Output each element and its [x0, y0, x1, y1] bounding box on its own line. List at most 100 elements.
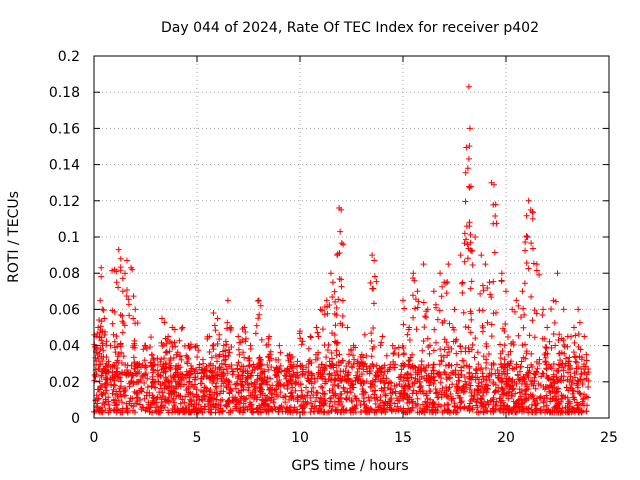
data-point: [146, 343, 153, 350]
data-point: [464, 241, 471, 248]
data-point: [566, 378, 573, 385]
data-point: [547, 376, 554, 383]
data-point: [149, 373, 156, 380]
data-point: [479, 328, 486, 335]
data-point: [468, 247, 475, 254]
data-point: [109, 320, 116, 327]
data-point: [553, 385, 560, 392]
data-point: [178, 371, 185, 378]
data-point: [528, 240, 535, 247]
data-point: [529, 363, 536, 370]
data-point: [413, 390, 420, 397]
data-point: [311, 375, 318, 382]
data-point: [235, 389, 242, 396]
data-point: [452, 409, 459, 416]
data-point: [206, 333, 213, 340]
data-point: [288, 378, 295, 385]
data-point: [135, 378, 142, 385]
data-point: [337, 394, 344, 401]
data-point: [328, 363, 335, 370]
data-point: [257, 302, 264, 309]
chart-title: Day 044 of 2024, Rate Of TEC Index for r…: [161, 20, 539, 36]
data-point: [441, 336, 448, 343]
data-point: [382, 408, 389, 415]
data-point: [146, 408, 153, 415]
data-point: [105, 409, 112, 416]
data-point: [129, 344, 136, 351]
data-point: [578, 356, 585, 363]
data-point: [306, 357, 313, 364]
data-point: [143, 392, 150, 399]
data-point: [123, 257, 130, 264]
data-point: [575, 306, 582, 313]
data-point: [210, 374, 217, 381]
data-point: [234, 380, 241, 387]
data-point: [308, 372, 315, 379]
data-point: [304, 392, 311, 399]
data-point: [490, 278, 497, 285]
data-point: [108, 381, 115, 388]
data-point: [446, 374, 453, 381]
data-point: [497, 399, 504, 406]
data-point: [167, 357, 174, 364]
data-point: [501, 328, 508, 335]
data-point: [222, 353, 229, 360]
data-point: [307, 394, 314, 401]
data-point: [466, 369, 473, 376]
data-point: [124, 409, 131, 416]
data-point: [99, 340, 106, 347]
data-point: [483, 356, 490, 363]
data-point: [125, 370, 132, 377]
data-point: [414, 288, 421, 295]
data-point: [250, 361, 257, 368]
data-point: [270, 399, 277, 406]
data-point: [463, 362, 470, 369]
data-point: [576, 407, 583, 414]
data-point: [575, 343, 582, 350]
y-tick-label: 0.2: [58, 49, 80, 65]
data-point: [198, 366, 205, 373]
data-point: [515, 376, 522, 383]
data-point: [465, 83, 472, 90]
data-point: [218, 375, 225, 382]
data-point: [494, 367, 501, 374]
data-point: [229, 397, 236, 404]
data-point: [422, 367, 429, 374]
data-point: [172, 404, 179, 411]
data-point: [277, 389, 284, 396]
data-point: [98, 318, 105, 325]
data-point: [249, 389, 256, 396]
data-point: [499, 386, 506, 393]
data-point: [439, 283, 446, 290]
data-point: [228, 344, 235, 351]
data-point: [432, 377, 439, 384]
data-point: [479, 373, 486, 380]
data-point: [430, 373, 437, 380]
data-point: [463, 144, 470, 151]
data-point: [148, 351, 155, 358]
data-point: [430, 381, 437, 388]
data-point: [246, 355, 253, 362]
data-point: [100, 400, 107, 407]
data-point: [540, 403, 547, 410]
data-point: [273, 386, 280, 393]
data-point: [521, 391, 528, 398]
data-point: [542, 383, 549, 390]
data-point: [496, 341, 503, 348]
data-point: [134, 394, 141, 401]
data-point: [434, 403, 441, 410]
data-point: [420, 390, 427, 397]
data-point: [158, 366, 165, 373]
x-tick-label: 5: [193, 430, 202, 446]
y-axis-label: ROTI / TECUs: [6, 191, 22, 283]
data-point: [175, 362, 182, 369]
data-point: [318, 361, 325, 368]
data-point: [215, 401, 222, 408]
data-point: [225, 346, 232, 353]
data-point: [529, 215, 536, 222]
data-point: [468, 389, 475, 396]
data-point: [244, 374, 251, 381]
data-point: [400, 297, 406, 304]
data-point: [517, 393, 524, 400]
data-point: [466, 363, 473, 370]
